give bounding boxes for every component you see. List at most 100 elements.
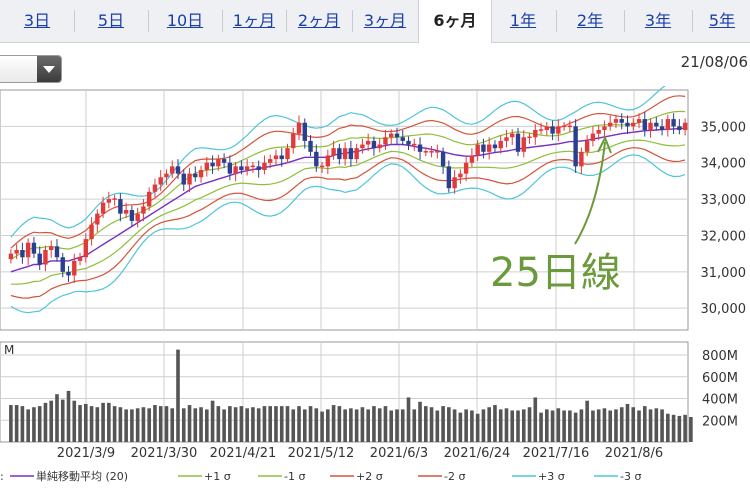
candle-body [273, 155, 279, 160]
candle-body [152, 184, 158, 192]
candle-body [389, 133, 394, 138]
volume-bar [435, 410, 440, 442]
candle-body [221, 159, 227, 163]
candle-body [135, 213, 140, 221]
candle-body [648, 122, 653, 130]
candle-body [360, 144, 365, 149]
tab-5[interactable]: 3ヶ月 [363, 11, 407, 30]
chart-date: 21/08/06 [680, 53, 748, 71]
candle-body [60, 257, 65, 272]
tab-separator [74, 10, 75, 32]
tab-2[interactable]: 10日 [166, 11, 204, 30]
tab-7[interactable]: 1年 [509, 11, 537, 30]
stock-chart: 35,000 34,000 33,000 32,000 31,000 30,000 25日… [0, 86, 747, 483]
price-tick-label: 32,000 [701, 229, 747, 244]
candle-body [642, 119, 647, 130]
volume-bar [360, 407, 365, 442]
volume-bar [596, 409, 601, 442]
volume-bar [372, 406, 376, 442]
volume-bar [539, 412, 543, 442]
volume-bar [470, 410, 474, 442]
candle-body [400, 137, 405, 141]
candle-body [521, 137, 526, 152]
candle-body [279, 155, 284, 160]
volume-bar [331, 405, 336, 442]
band-plus3 [10, 86, 666, 238]
volume-bar [447, 407, 451, 442]
volume-bar [14, 405, 19, 442]
volume-bar [573, 412, 578, 442]
candle-body [285, 148, 290, 160]
tab-3[interactable]: 1ヶ月 [232, 11, 276, 30]
volume-bar [124, 409, 128, 442]
tab-4[interactable]: 2ヶ月 [297, 11, 341, 30]
volume-bar [366, 409, 370, 442]
volume-tick-label: 800M [702, 349, 738, 364]
volume-bar [631, 407, 636, 442]
volume-bar [654, 408, 659, 442]
volume-bar [354, 409, 359, 442]
volume-bar [78, 405, 82, 442]
volume-bar [107, 402, 111, 442]
candle-body [112, 198, 117, 200]
volume-bar [550, 410, 555, 442]
annotation-text: 25日線 [490, 250, 621, 296]
candle-body [291, 133, 296, 149]
tab-0[interactable]: 3日 [23, 11, 51, 30]
period-dropdown[interactable] [0, 55, 62, 83]
volume-bar [545, 409, 549, 442]
candle-body [625, 122, 630, 127]
volume-bar [222, 409, 226, 442]
candle-body [423, 151, 428, 153]
candle-body [440, 151, 446, 167]
date-tick-label: 2021/4/21 [210, 446, 277, 461]
candle-body [164, 173, 169, 178]
legend-prefix: : [0, 470, 4, 483]
volume-bar [400, 409, 405, 442]
candle-body [590, 133, 596, 141]
candle-body [239, 166, 244, 170]
volume-bar [504, 408, 509, 442]
candle-body [371, 140, 377, 149]
volume-bar [72, 400, 77, 442]
volume-tick-label: 200M [702, 414, 738, 429]
moving-average-line [10, 127, 686, 273]
volume-bar [349, 408, 353, 442]
volume-bar [141, 407, 146, 442]
tab-9[interactable]: 3年 [644, 11, 672, 30]
candle-body [596, 130, 601, 134]
volume-bar [112, 406, 117, 442]
candle-body [394, 133, 400, 138]
candle-body [175, 166, 181, 174]
volume-bar [389, 410, 394, 442]
legend-label: +2 σ [356, 470, 383, 483]
tab-1[interactable]: 5日 [97, 11, 125, 30]
volume-axis: 800M 600M 400M 200M [702, 349, 738, 429]
volume-bar [9, 405, 13, 442]
tab-6[interactable]: 6ヶ月 [418, 0, 492, 43]
volume-bar [297, 406, 301, 442]
volume-bar [164, 406, 169, 442]
candle-body [331, 148, 336, 156]
tab-10[interactable]: 5年 [708, 11, 736, 30]
tab-8[interactable]: 2年 [576, 11, 604, 30]
candle-body [406, 140, 411, 145]
date-tick-label: 2021/5/12 [288, 446, 355, 461]
candle-body [515, 133, 521, 152]
volume-bar [83, 403, 88, 442]
candle-body [25, 242, 31, 258]
candle-body [458, 173, 463, 178]
candlesticks [8, 111, 688, 284]
candle-body [561, 125, 567, 128]
candle-body [95, 213, 100, 225]
candle-body [43, 250, 48, 265]
candle-body [619, 119, 624, 123]
volume-bar [660, 409, 664, 442]
volume-bar [239, 406, 244, 442]
volume-bar [343, 409, 347, 442]
candle-body [302, 122, 307, 141]
chevron-down-icon[interactable] [37, 56, 61, 82]
tab-separator [286, 10, 287, 32]
volume-bar [648, 409, 653, 442]
price-tick-label: 34,000 [701, 157, 747, 172]
